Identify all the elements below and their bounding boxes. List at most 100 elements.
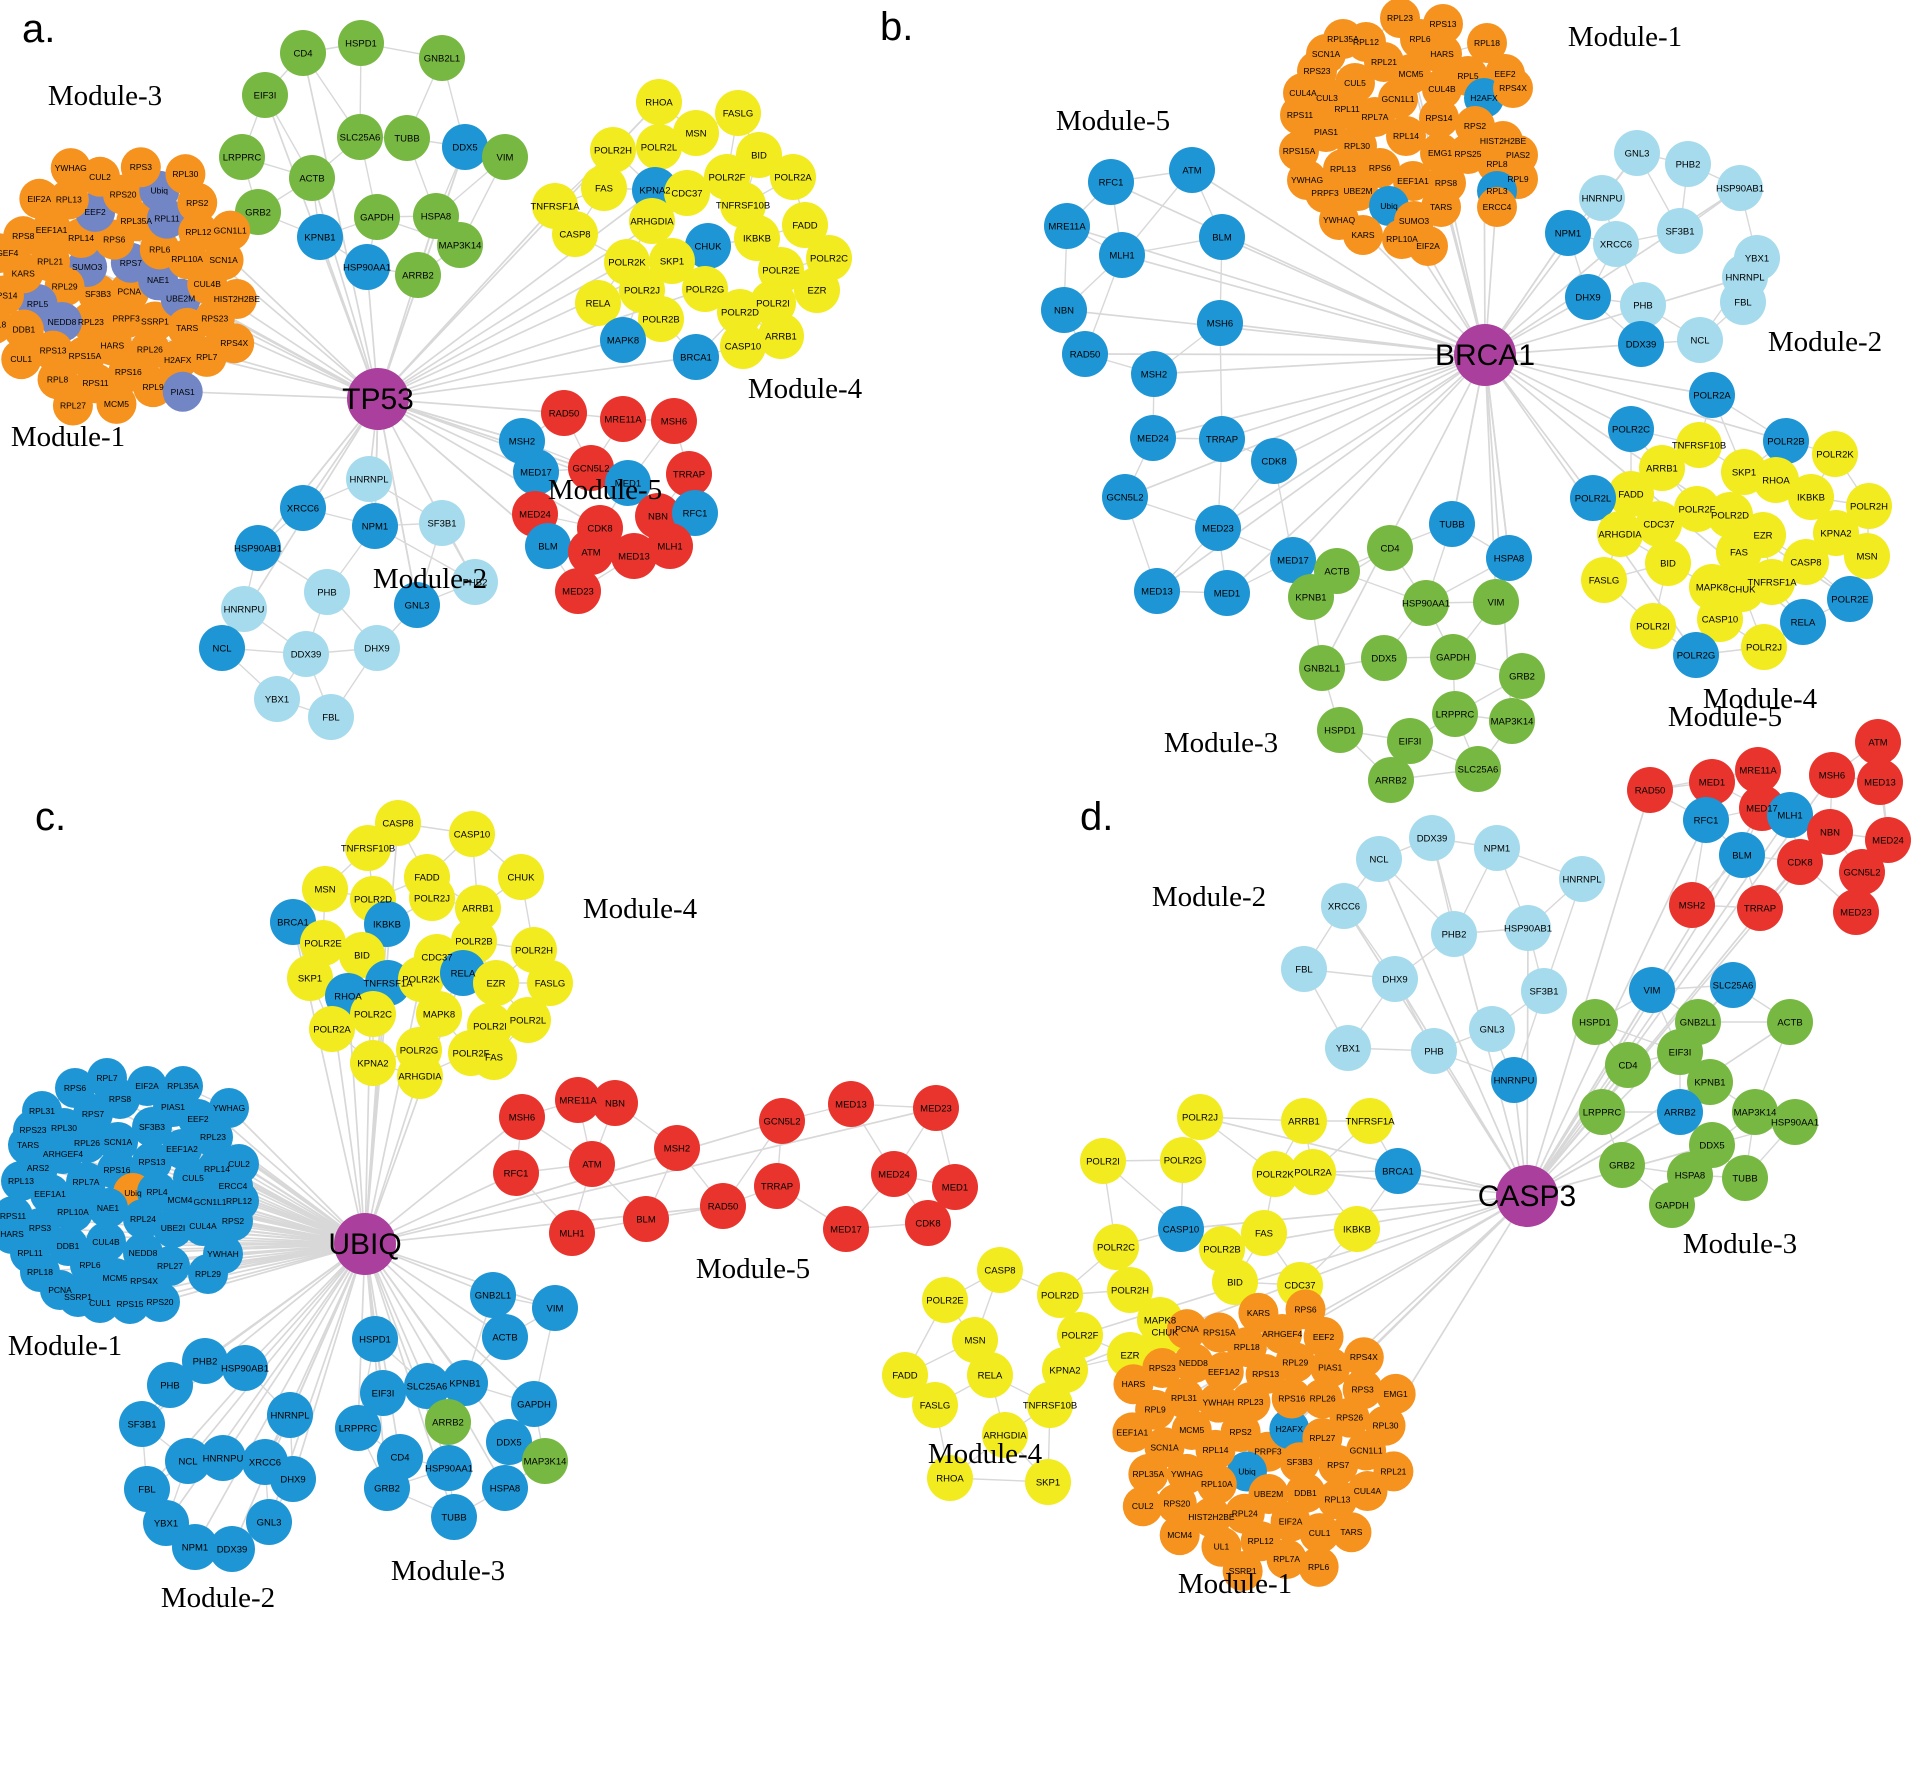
node-TRRAP[interactable]	[666, 451, 712, 497]
node-RPS16[interactable]	[1271, 1378, 1312, 1419]
node-H2AFX[interactable]	[157, 339, 198, 380]
node-VIM[interactable]	[1629, 967, 1675, 1013]
node-POLR2L[interactable]	[1570, 475, 1616, 521]
node-ACTB[interactable]	[289, 155, 335, 201]
node-HNRNPU[interactable]	[1579, 175, 1625, 221]
node-MSN[interactable]	[1844, 533, 1890, 579]
node-KPNA2[interactable]	[1042, 1347, 1088, 1393]
node-HSP90AA1[interactable]	[344, 244, 390, 290]
node-TNFRSF1A[interactable]	[1347, 1098, 1393, 1144]
node-FAS[interactable]	[1241, 1210, 1287, 1256]
node-RPS15A[interactable]	[1199, 1312, 1240, 1353]
node-TRRAP[interactable]	[1199, 416, 1245, 462]
node-LRPPRC[interactable]	[335, 1405, 381, 1451]
node-GCN5L2[interactable]	[1839, 849, 1885, 895]
node-EMG1[interactable]	[1375, 1373, 1416, 1414]
node-DHX9[interactable]	[1565, 274, 1611, 320]
node-GNL3[interactable]	[246, 1499, 292, 1545]
node-RPL6[interactable]	[1298, 1546, 1339, 1587]
node-ARRB2[interactable]	[425, 1399, 471, 1445]
node-HSPD1[interactable]	[338, 20, 384, 66]
node-CUL4A[interactable]	[183, 1206, 223, 1246]
node-EMG1[interactable]	[1420, 133, 1460, 173]
node-RFC1[interactable]	[1088, 159, 1134, 205]
node-RPL24[interactable]	[123, 1199, 163, 1239]
node-GAPDH[interactable]	[511, 1381, 557, 1427]
node-RPS13[interactable]	[132, 1142, 172, 1182]
node-YWHAG[interactable]	[50, 148, 91, 189]
node-GCN5L2[interactable]	[1102, 474, 1148, 520]
node-CDK8[interactable]	[1251, 438, 1297, 484]
node-MSH6[interactable]	[499, 1094, 545, 1140]
node-NCL[interactable]	[165, 1438, 211, 1484]
node-RAD50[interactable]	[541, 390, 587, 436]
node-POLR2E[interactable]	[300, 920, 346, 966]
node-MAP3K14[interactable]	[522, 1438, 568, 1484]
node-GNB2L1[interactable]	[470, 1272, 516, 1318]
node-BLM[interactable]	[1199, 214, 1245, 260]
node-EIF2A[interactable]	[19, 178, 60, 219]
node-GCN5L2[interactable]	[568, 445, 614, 491]
node-HNRNPL[interactable]	[346, 456, 392, 502]
node-SLC25A6[interactable]	[337, 114, 383, 160]
node-H2AFX[interactable]	[1269, 1408, 1310, 1449]
node-CASP8[interactable]	[1783, 539, 1829, 585]
node-TUBB[interactable]	[431, 1494, 477, 1540]
hub-node-CASP3[interactable]	[1496, 1165, 1558, 1227]
node-LRPPRC[interactable]	[219, 134, 265, 180]
hub-node-UBIQ[interactable]	[334, 1213, 396, 1275]
node-CASP10[interactable]	[449, 811, 495, 857]
node-RELA[interactable]	[1780, 599, 1826, 645]
node-DHX9[interactable]	[270, 1456, 316, 1502]
node-MED13[interactable]	[1134, 568, 1180, 614]
node-ARHGDIA[interactable]	[1597, 511, 1643, 557]
node-MED23[interactable]	[1833, 889, 1879, 935]
node-POLR2E[interactable]	[922, 1277, 968, 1323]
node-MED1[interactable]	[1204, 570, 1250, 616]
node-TUBB[interactable]	[1722, 1155, 1768, 1201]
node-ATM[interactable]	[568, 529, 614, 575]
node-POLR2D[interactable]	[1707, 492, 1753, 538]
node-RELA[interactable]	[967, 1352, 1013, 1398]
node-PHB2[interactable]	[182, 1338, 228, 1384]
node-ARHGEF4[interactable]	[0, 233, 19, 274]
node-RPS3[interactable]	[120, 147, 161, 188]
node-MRE11A[interactable]	[1735, 747, 1781, 793]
node-VIM[interactable]	[532, 1285, 578, 1331]
node-MED1[interactable]	[932, 1164, 978, 1210]
node-CD4[interactable]	[1367, 525, 1413, 571]
node-TNFRSF10B[interactable]	[345, 825, 391, 871]
node-MCM5[interactable]	[96, 383, 137, 424]
node-FBL[interactable]	[124, 1466, 170, 1512]
node-SF3B1[interactable]	[1657, 208, 1703, 254]
node-DDX5[interactable]	[486, 1419, 532, 1465]
node-TNFRSF10B[interactable]	[1027, 1382, 1073, 1428]
node-CDK8[interactable]	[905, 1200, 951, 1246]
node-EIF3I[interactable]	[360, 1370, 406, 1416]
node-TNFRSF10B[interactable]	[1676, 422, 1722, 468]
node-ARRB2[interactable]	[1657, 1089, 1703, 1135]
node-ARHGDIA[interactable]	[629, 198, 675, 244]
node-MAP3K14[interactable]	[1732, 1089, 1778, 1135]
node-POLR2A[interactable]	[309, 1006, 355, 1052]
node-HSP90AA1[interactable]	[426, 1445, 472, 1491]
node-POLR2K[interactable]	[1252, 1151, 1298, 1197]
node-BLM[interactable]	[1719, 832, 1765, 878]
node-POLR2J[interactable]	[409, 875, 455, 921]
node-PCNA[interactable]	[1167, 1309, 1208, 1350]
node-ARRB2[interactable]	[1368, 757, 1414, 803]
node-RPL12[interactable]	[178, 212, 219, 253]
node-RPL9[interactable]	[133, 367, 174, 408]
node-PHB[interactable]	[1620, 282, 1666, 328]
node-BRCA1[interactable]	[673, 334, 719, 380]
node-MED23[interactable]	[1195, 505, 1241, 551]
node-DDX5[interactable]	[1361, 635, 1407, 681]
node-KPNB1[interactable]	[1687, 1059, 1733, 1105]
node-KARS[interactable]	[1238, 1292, 1279, 1333]
node-BID[interactable]	[1212, 1259, 1258, 1305]
hub-node-BRCA1[interactable]	[1454, 324, 1516, 386]
node-NPM1[interactable]	[1474, 825, 1520, 871]
node-UBE2M[interactable]	[1338, 171, 1378, 211]
node-MSN[interactable]	[302, 866, 348, 912]
node-GNB2L1[interactable]	[419, 35, 465, 81]
